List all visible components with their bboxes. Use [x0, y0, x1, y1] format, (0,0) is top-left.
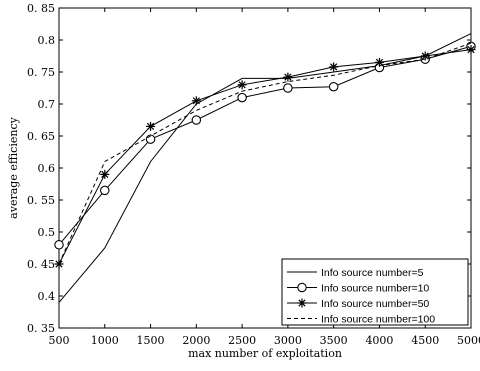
- series-line: [58, 45, 472, 246]
- data-point-circle: [100, 185, 110, 196]
- y-tick-label: 0.6: [38, 162, 56, 175]
- legend-box: [281, 258, 469, 326]
- legend-label: Info source number=100: [321, 314, 435, 326]
- series-3: [54, 45, 476, 269]
- data-point-circle: [237, 92, 247, 103]
- x-tick-label: 3500: [320, 334, 348, 347]
- series-line: [58, 42, 472, 265]
- data-point-star: [297, 298, 307, 308]
- legend-items: Info source number=5 Info source number=1…: [287, 267, 435, 326]
- legend-label: Info source number=10: [321, 283, 429, 295]
- y-tick-label: 0. 85: [27, 2, 55, 15]
- data-point-circle: [328, 81, 339, 92]
- legend-label: Info source number=5: [321, 267, 424, 279]
- x-tick-label: 4000: [365, 334, 393, 347]
- x-tick-label: 3000: [274, 334, 302, 347]
- series-4: [58, 42, 472, 265]
- data-point-star: [237, 80, 247, 90]
- x-tick-label: 1500: [137, 334, 165, 347]
- x-tick-label: 2500: [228, 334, 256, 347]
- y-tick-label: 0. 55: [27, 194, 55, 207]
- series-line: [58, 49, 472, 265]
- y-tick-label: 0.7: [38, 98, 56, 111]
- legend: Info source number=5 Info source number=1…: [281, 258, 469, 326]
- y-tick-label: 0.4: [38, 290, 56, 303]
- x-tick-label: 2000: [182, 334, 210, 347]
- x-tick-label: 500: [49, 334, 70, 347]
- y-axis-label: average efficiency: [7, 116, 20, 218]
- legend-item: Info source number=5: [287, 267, 424, 279]
- data-point-circle: [283, 83, 293, 93]
- series-lines: [54, 33, 476, 303]
- legend-label: Info source number=50: [321, 298, 429, 310]
- data-point-star: [466, 45, 476, 55]
- data-point-star: [100, 169, 110, 179]
- data-point-star: [191, 96, 201, 106]
- y-tick-label: 0. 35: [27, 322, 55, 335]
- data-point-star: [146, 121, 156, 131]
- data-point-star: [283, 72, 293, 82]
- y-tick-label: 0. 65: [27, 130, 55, 143]
- legend-item: Info source number=10: [287, 283, 429, 295]
- legend-item: Info source number=50: [287, 298, 429, 310]
- data-point-circle: [54, 240, 64, 250]
- legend-item: Info source number=100: [287, 314, 435, 326]
- x-axis-label: max number of exploitation: [188, 347, 342, 360]
- y-tick-label: 0. 75: [27, 66, 55, 79]
- axis-ticks: [58, 7, 472, 329]
- y-tick-labels: 0. 35 0.4 0. 45 0.5 0. 55 0.6 0. 65 0.7 0. 75 0.8…: [27, 2, 55, 335]
- data-point-star: [329, 62, 339, 72]
- data-point-circle: [297, 282, 307, 293]
- series-1: [58, 33, 472, 303]
- series-line: [58, 33, 472, 303]
- y-tick-label: 0.8: [38, 34, 56, 47]
- x-tick-label: 1000: [91, 334, 119, 347]
- x-tick-label: 4500: [411, 334, 439, 347]
- data-point-circle: [191, 115, 202, 125]
- y-tick-label: 0. 45: [27, 258, 55, 271]
- y-tick-label: 0.5: [38, 226, 56, 239]
